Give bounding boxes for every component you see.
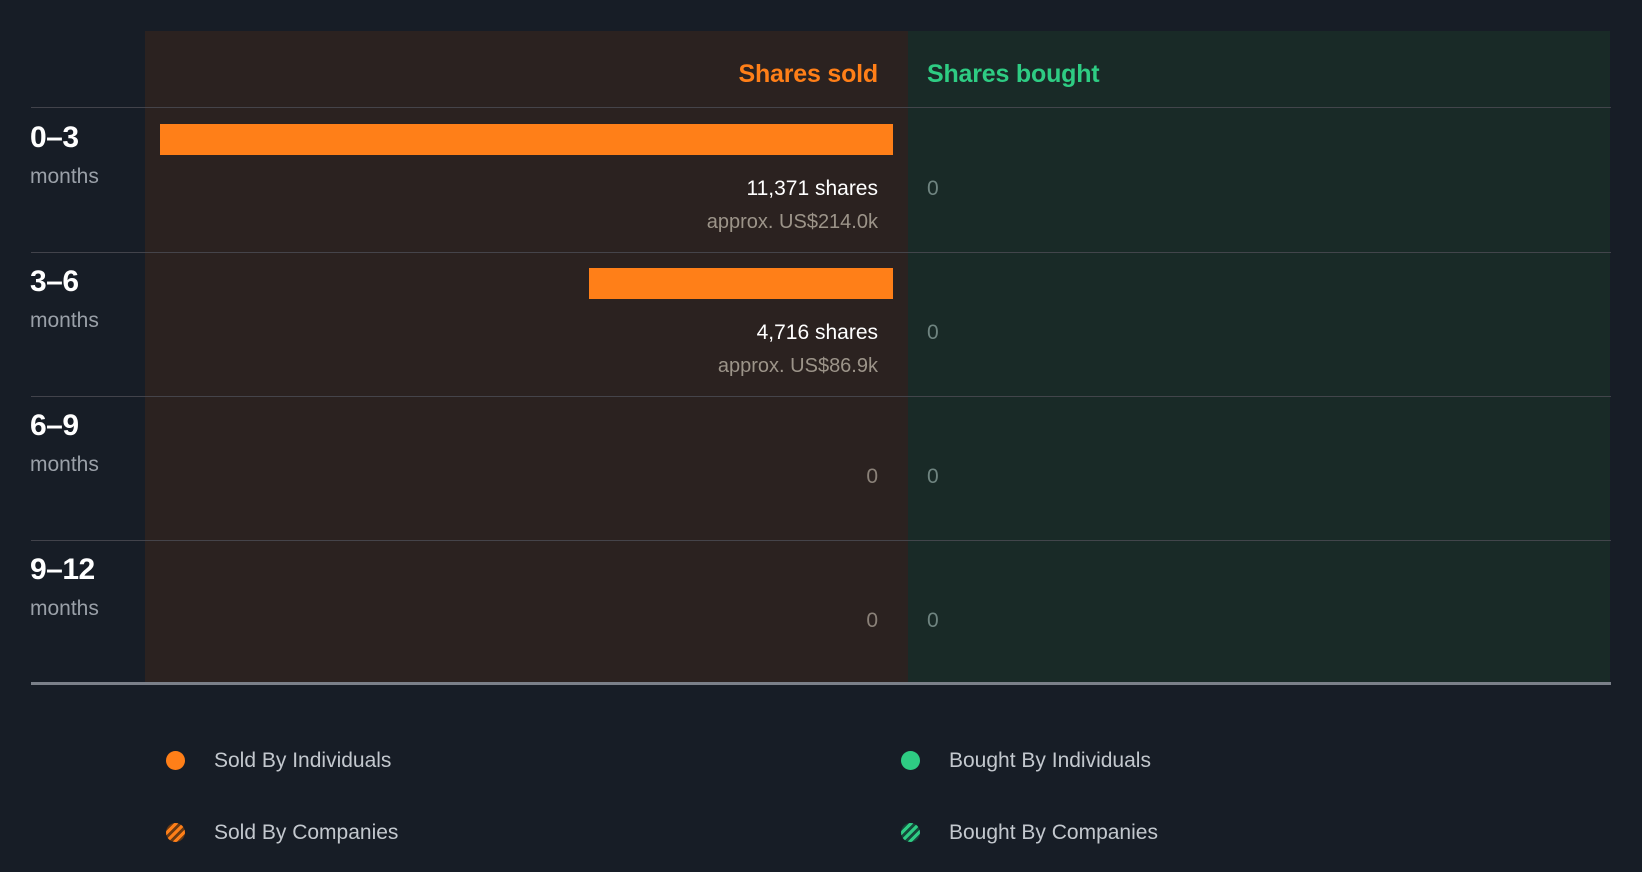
bar-sold-3-6[interactable] (589, 268, 893, 299)
period-unit: months (30, 309, 99, 332)
shares-bought-column-band (908, 31, 1610, 683)
legend-item-sold-by-companies[interactable]: Sold By Companies (166, 822, 398, 843)
sold-individuals-swatch-icon (166, 751, 185, 770)
sold-shares-value: 4,716 shares (756, 321, 878, 344)
value-bought-9-12: 0 (927, 609, 939, 632)
value-sold-3-6: 4,716 shares approx. US$86.9k (718, 322, 878, 376)
legend-label: Sold By Companies (214, 821, 399, 844)
bought-individuals-swatch-icon (901, 751, 920, 770)
value-bought-6-9: 0 (927, 465, 939, 488)
sold-zero-value: 0 (866, 465, 878, 488)
sold-approx-value: approx. US$214.0k (706, 211, 878, 233)
sold-shares-value: 11,371 shares (746, 177, 878, 200)
chart-header: Shares sold Shares bought (0, 31, 1642, 108)
period-label-9-12: 9–12 months (30, 553, 145, 620)
period-range: 3–6 (30, 265, 79, 298)
legend-item-bought-by-companies[interactable]: Bought By Companies (901, 822, 1158, 843)
bar-sold-0-3[interactable] (160, 124, 893, 155)
period-unit: months (30, 597, 99, 620)
value-bought-0-3: 0 (927, 177, 939, 200)
chart-legend: Sold By Individuals Bought By Individual… (0, 705, 1642, 872)
period-unit: months (30, 165, 99, 188)
value-sold-6-9: 0 (866, 466, 878, 487)
sold-approx-value: approx. US$86.9k (717, 355, 878, 377)
period-unit: months (30, 453, 99, 476)
row-separator (31, 540, 1611, 541)
row-separator (31, 252, 1611, 253)
shares-sold-header: Shares sold (738, 60, 878, 88)
legend-label: Bought By Companies (949, 821, 1158, 844)
period-label-6-9: 6–9 months (30, 409, 145, 476)
row-separator (31, 107, 1611, 108)
value-sold-0-3: 11,371 shares approx. US$214.0k (707, 178, 878, 232)
sold-zero-value: 0 (866, 609, 878, 632)
value-bought-3-6: 0 (927, 321, 939, 344)
period-label-3-6: 3–6 months (30, 265, 145, 332)
legend-item-sold-by-individuals[interactable]: Sold By Individuals (166, 750, 391, 771)
period-range: 6–9 (30, 409, 79, 442)
legend-item-bought-by-individuals[interactable]: Bought By Individuals (901, 750, 1151, 771)
period-label-0-3: 0–3 months (30, 121, 145, 188)
axis-baseline (31, 682, 1611, 685)
shares-bought-header: Shares bought (927, 60, 1100, 88)
bought-companies-swatch-icon (901, 823, 920, 842)
sold-companies-swatch-icon (166, 823, 185, 842)
period-range: 0–3 (30, 121, 79, 154)
period-range: 9–12 (30, 553, 95, 586)
value-sold-9-12: 0 (866, 610, 878, 631)
legend-label: Sold By Individuals (214, 749, 392, 772)
row-separator (31, 396, 1611, 397)
legend-label: Bought By Individuals (949, 749, 1151, 772)
